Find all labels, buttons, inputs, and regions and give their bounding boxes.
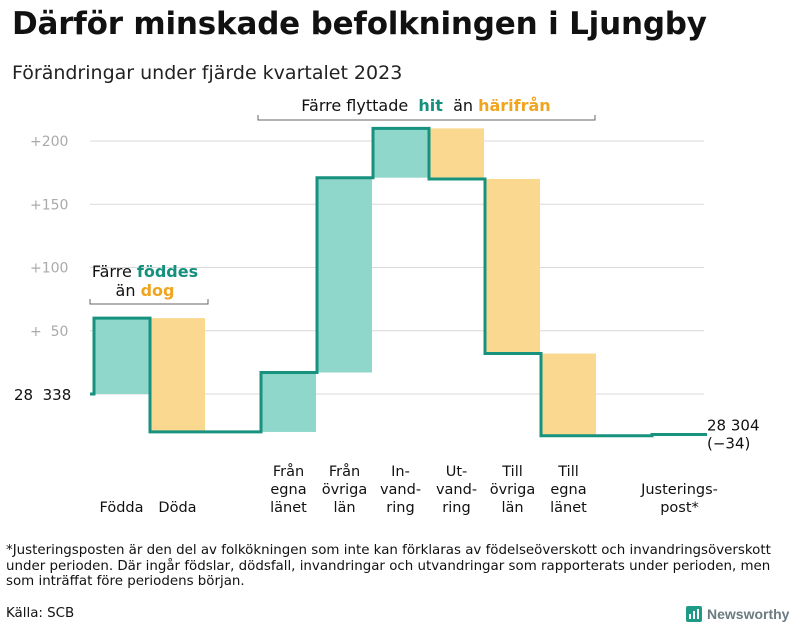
category-label: län	[501, 500, 523, 516]
step-line-group	[90, 126, 707, 438]
y-tick-label: + 50	[30, 324, 68, 340]
births-annotation-line1: Färre föddes	[92, 262, 198, 281]
category-label: egna	[270, 482, 306, 498]
step-line	[90, 126, 707, 438]
footnote: *Justeringsposten är den del av folkökni…	[6, 543, 771, 589]
bar-chart-logo-icon	[686, 606, 702, 622]
category-label: Justerings-	[640, 482, 718, 498]
bar	[373, 128, 428, 178]
category-label: vand-	[380, 482, 421, 498]
chart-title: Därför minskade befolkningen i Ljungby	[12, 6, 707, 42]
category-label: Döda	[158, 500, 196, 516]
category-label: In-	[391, 464, 410, 480]
bars	[94, 128, 707, 436]
bar	[261, 372, 316, 432]
category-label: Från	[273, 463, 304, 480]
category-label: länet	[270, 500, 307, 516]
y-tick-label: +200	[30, 134, 68, 150]
migration-bracket	[257, 115, 596, 121]
end-change-label: (−34)	[707, 434, 750, 452]
category-label: Födda	[100, 500, 144, 516]
category-label: länet	[550, 500, 587, 516]
category-label: Till	[501, 464, 523, 480]
bar	[317, 177, 372, 373]
category-label: vand-	[436, 482, 477, 498]
bar	[485, 178, 540, 354]
category-label: ring	[386, 500, 414, 516]
category-label: övriga	[490, 482, 536, 498]
y-tick-label: +100	[30, 261, 68, 277]
migration-annotation: Färre flyttade hit än härifrån	[301, 96, 550, 115]
births-annotation-line2: än dog	[116, 281, 175, 300]
bar	[541, 353, 596, 436]
bar	[429, 128, 484, 179]
category-label: Till	[557, 464, 579, 480]
bar	[94, 318, 149, 394]
chart-subtitle: Förändringar under fjärde kvartalet 2023	[12, 62, 403, 84]
brand-logo: Newsworthy	[686, 604, 789, 624]
category-label: övriga	[322, 482, 368, 498]
category-label: ring	[442, 500, 470, 516]
category-label: post*	[660, 500, 699, 516]
category-label: län	[333, 500, 355, 516]
category-label: egna	[550, 482, 586, 498]
end-value-label: 28 304	[707, 416, 760, 434]
category-label: Ut-	[446, 464, 468, 480]
bar	[150, 318, 205, 432]
births-bracket	[89, 299, 209, 305]
labels: +200 +150 +100 + 50 Födda Döda Från egna länet Fr…	[14, 96, 760, 516]
start-value-label: 28 338	[14, 386, 71, 404]
brand-name: Newsworthy	[707, 606, 790, 622]
y-tick-label: +150	[30, 197, 68, 213]
source-note: Källa: SCB	[6, 606, 75, 621]
category-label: Från	[329, 463, 360, 480]
